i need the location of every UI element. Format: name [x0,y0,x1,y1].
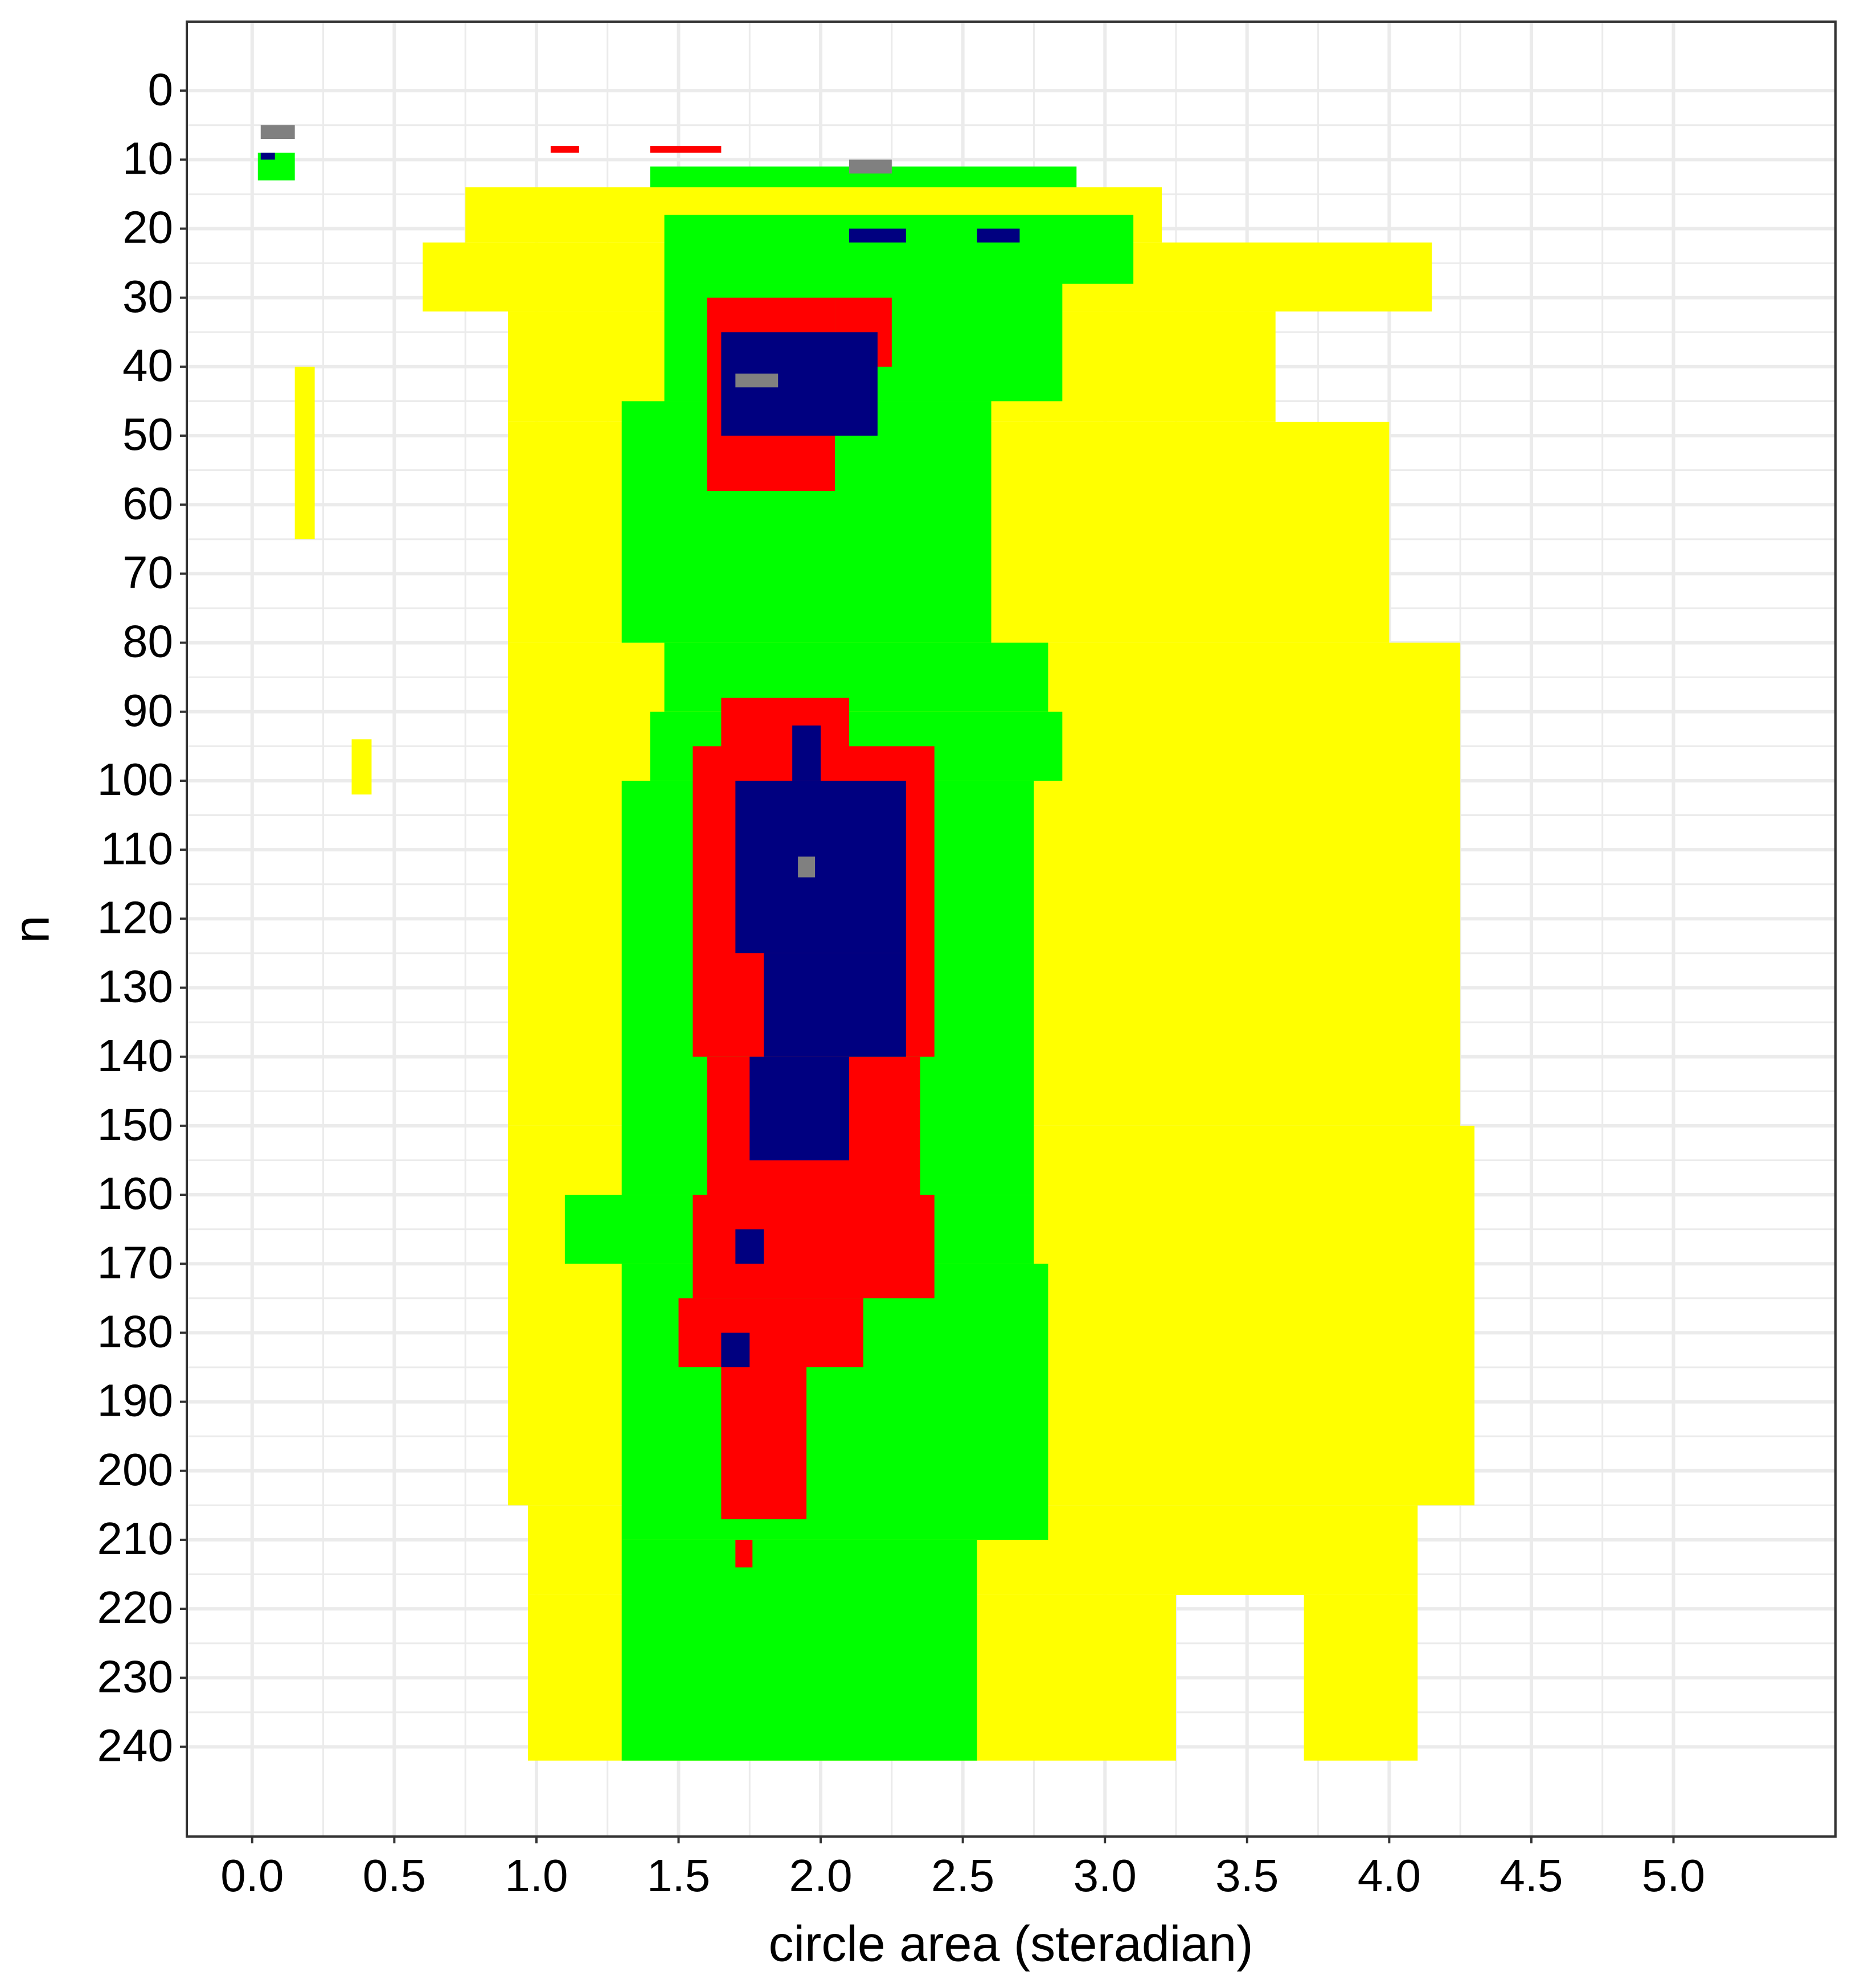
heat-cell [977,228,1020,243]
x-tick-label: 1.0 [505,1850,568,1901]
y-tick-label: 10 [122,133,173,183]
y-tick-label: 190 [97,1375,173,1426]
x-tick-label: 4.5 [1499,1850,1563,1901]
heat-cell [721,1333,750,1367]
x-tick-label: 3.0 [1074,1850,1137,1901]
y-tick-label: 90 [122,685,173,736]
heat-cell [735,1229,764,1264]
y-tick-label: 170 [97,1237,173,1288]
x-tick-label: 3.5 [1215,1850,1279,1901]
heat-cell [621,1539,977,1761]
heat-cell [749,1056,849,1161]
heat-cell [735,374,779,388]
y-tick-label: 150 [97,1099,173,1150]
x-tick-label: 0.0 [220,1850,284,1901]
x-tick-label: 0.5 [363,1850,426,1901]
y-tick-label: 70 [122,547,173,598]
y-tick-label: 180 [97,1306,173,1357]
heat-cell [792,725,821,781]
y-axis-title: n [3,916,59,944]
y-tick-label: 30 [122,271,173,322]
y-tick-label: 140 [97,1030,173,1081]
heat-cell [260,125,295,140]
heat-cell [650,146,722,153]
y-tick-label: 100 [97,754,173,805]
heat-cell [764,953,906,1057]
heat-cell [351,739,372,795]
y-tick-label: 40 [122,340,173,391]
heat-cell [693,1195,935,1298]
heat-cell [664,215,1134,284]
heat-cell [678,1298,863,1367]
axes: 0.0 0.5 1.0 1.5 2.0 2.5 3.0 3.5 4.0 4.5 5.0 0 10 20 30… [97,21,1837,1901]
x-axis-title: circle area (steradian) [769,1915,1253,1971]
heat-cell [735,780,906,953]
heat-cell [294,366,315,539]
y-tick-label: 220 [97,1582,173,1633]
heat-cell [721,1367,807,1519]
y-tick-label: 80 [122,616,173,667]
x-tick-label: 5.0 [1642,1850,1705,1901]
heat-cell [550,146,579,153]
panel-border [186,21,1837,1838]
y-tick-label: 210 [97,1513,173,1564]
y-tick-label: 50 [122,409,173,460]
y-tick-label: 240 [97,1720,173,1771]
y-tick-label: 20 [122,202,173,253]
y-tick-label: 200 [97,1444,173,1495]
y-tick-label: 130 [97,961,173,1012]
heat-cell [735,1539,753,1568]
x-tick-label: 4.0 [1358,1850,1421,1901]
x-tick-label: 2.5 [931,1850,994,1901]
heat-cell [849,228,906,243]
x-tick-label: 2.0 [789,1850,852,1901]
y-tick-label: 120 [97,892,173,942]
cells [257,125,1475,1761]
heat-cell [849,159,892,174]
y-tick-label: 160 [97,1168,173,1219]
x-tick-label: 1.5 [647,1850,710,1901]
heat-cell [798,856,816,878]
heat-cell [1304,1595,1418,1761]
y-tick-label: 230 [97,1651,173,1702]
y-tick-label: 0 [148,64,174,114]
y-tick-label: 110 [100,823,173,874]
y-tick-label: 60 [122,478,173,528]
heat-cell [260,153,275,160]
